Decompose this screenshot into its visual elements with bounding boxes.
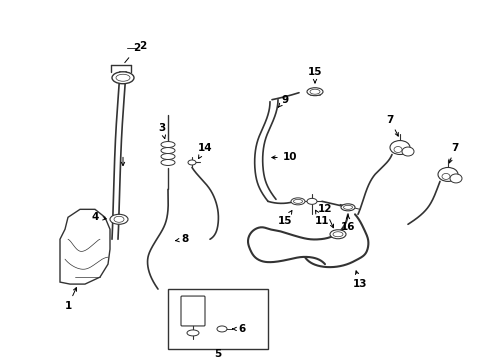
Bar bbox=[168, 289, 267, 349]
Text: 2: 2 bbox=[139, 41, 146, 51]
FancyBboxPatch shape bbox=[181, 296, 204, 326]
Ellipse shape bbox=[309, 89, 319, 94]
Ellipse shape bbox=[161, 159, 175, 166]
Text: 15: 15 bbox=[307, 67, 322, 83]
Text: 7: 7 bbox=[386, 114, 397, 136]
Text: 15: 15 bbox=[277, 211, 292, 226]
Ellipse shape bbox=[161, 148, 175, 153]
Text: 2: 2 bbox=[124, 43, 141, 63]
Ellipse shape bbox=[437, 167, 457, 181]
Text: 10: 10 bbox=[271, 153, 297, 162]
Ellipse shape bbox=[110, 214, 128, 224]
Ellipse shape bbox=[441, 174, 449, 179]
Ellipse shape bbox=[187, 160, 196, 165]
Text: 16: 16 bbox=[340, 215, 354, 232]
Ellipse shape bbox=[306, 198, 316, 204]
Text: 7: 7 bbox=[448, 143, 458, 163]
Text: 13: 13 bbox=[352, 271, 366, 289]
Ellipse shape bbox=[293, 199, 302, 203]
Ellipse shape bbox=[217, 326, 226, 332]
Text: 4: 4 bbox=[91, 212, 106, 222]
Ellipse shape bbox=[186, 330, 199, 336]
Ellipse shape bbox=[401, 147, 413, 156]
Ellipse shape bbox=[340, 204, 354, 211]
Text: 1: 1 bbox=[64, 288, 77, 311]
Ellipse shape bbox=[161, 141, 175, 148]
Text: 6: 6 bbox=[232, 324, 245, 334]
Ellipse shape bbox=[332, 232, 342, 237]
Ellipse shape bbox=[449, 174, 461, 183]
Ellipse shape bbox=[290, 198, 305, 205]
Text: 3: 3 bbox=[158, 123, 165, 139]
Ellipse shape bbox=[343, 205, 352, 209]
Text: 12: 12 bbox=[317, 204, 333, 228]
Ellipse shape bbox=[306, 88, 323, 96]
Ellipse shape bbox=[112, 72, 134, 84]
Ellipse shape bbox=[393, 147, 401, 153]
Ellipse shape bbox=[114, 216, 124, 222]
Text: 9: 9 bbox=[278, 95, 288, 107]
Text: 8: 8 bbox=[175, 234, 188, 244]
Ellipse shape bbox=[329, 230, 346, 239]
Polygon shape bbox=[60, 209, 110, 284]
Text: 5: 5 bbox=[214, 349, 221, 359]
Ellipse shape bbox=[389, 140, 409, 154]
Ellipse shape bbox=[161, 153, 175, 159]
Text: 14: 14 bbox=[197, 143, 212, 158]
Ellipse shape bbox=[116, 74, 130, 81]
Text: 11: 11 bbox=[314, 210, 328, 226]
